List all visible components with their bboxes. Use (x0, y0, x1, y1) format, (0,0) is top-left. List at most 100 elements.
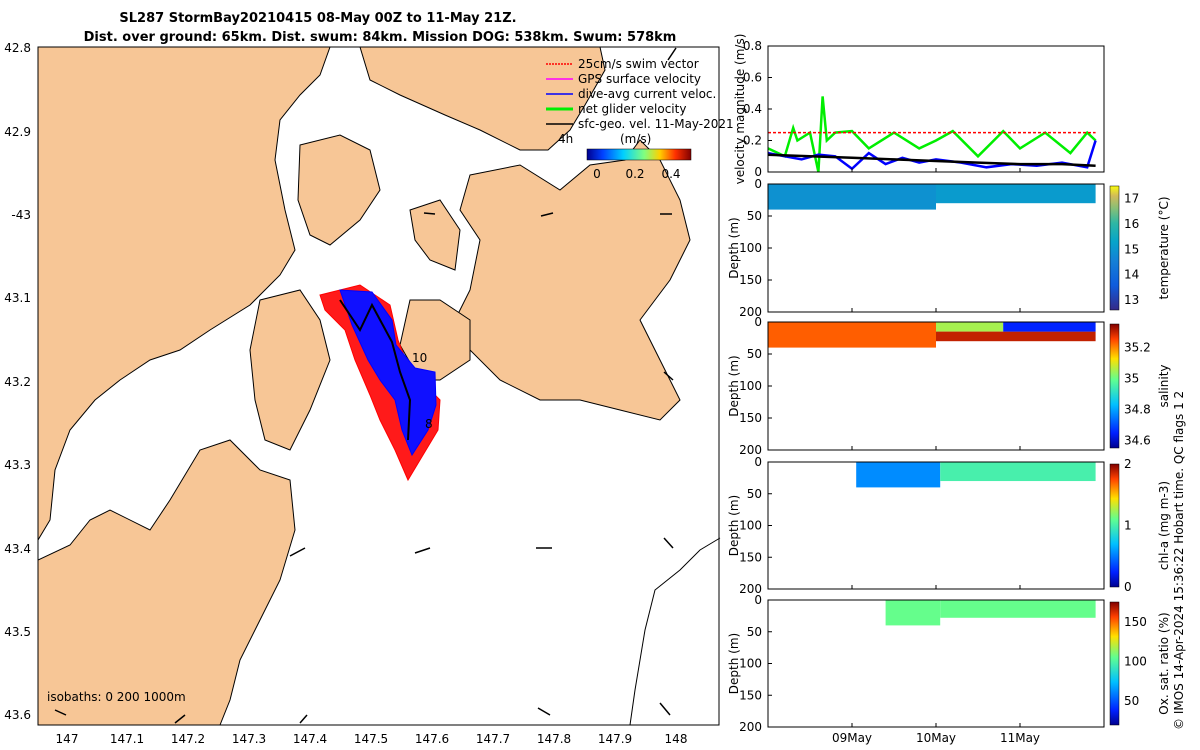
colorbar-label: salinity (1157, 364, 1171, 407)
lon-tick-label: 147.3 (232, 732, 266, 746)
colorbar-tick-label: 1 (1124, 519, 1132, 533)
colorbar-tick-label: 2 (1124, 457, 1132, 471)
lon-tick-label: 147.5 (354, 732, 388, 746)
colorbar-label: chl-a (mg m-3) (1157, 481, 1171, 570)
colorbar (1109, 185, 1120, 311)
heatmap-cell (885, 600, 941, 626)
lon-tick-label: 147.1 (110, 732, 144, 746)
colorbar-tick-label: 16 (1124, 217, 1139, 231)
heatmap-cell (768, 184, 936, 210)
colorbar-tick-label: 34.6 (1124, 433, 1151, 447)
land-central-point (399, 299, 471, 381)
colorbar (1109, 323, 1120, 449)
land-west-mainland (38, 47, 331, 541)
colorbar (1109, 601, 1120, 726)
legend-item-swim: 25cm/s swim vector (546, 57, 699, 71)
y-axis-label: velocity magnitude (m/s) (733, 34, 747, 185)
colorbar-label: Ox. sat. ratio (%) (1157, 612, 1171, 714)
geo-arrow (663, 537, 674, 549)
geo-arrow (663, 371, 674, 381)
map-colorbar: 4h (m/s) 0 0.2 0.4 (558, 132, 692, 181)
y-tick-label: 200 (739, 582, 762, 596)
y-axis-label: Depth (m) (727, 495, 741, 556)
copyright-text: © IMOS 14-Apr-2024 15:36:22 Hobart time.… (1172, 391, 1186, 730)
colorbar-tick-label: 14 (1124, 268, 1139, 282)
track-label-8: 8 (425, 417, 433, 431)
y-tick-label: 100 (739, 657, 762, 671)
y-tick-label: 0 (754, 455, 762, 469)
colorbar-side-label: 4h (558, 132, 573, 146)
geo-arrow (174, 714, 186, 724)
lat-tick-label: 43.6 (4, 708, 31, 722)
lon-tick-label: 147.8 (537, 732, 571, 746)
y-tick-label: 0.8 (743, 39, 762, 53)
y-tick-label: 0.6 (743, 71, 762, 85)
isobath-1000m (629, 537, 721, 726)
lon-tick-label: 147.7 (476, 732, 510, 746)
track-label-10: 10 (412, 351, 427, 365)
map-lon-axis: 147 147.1 147.2 147.3 147.4 147.5 147.6 … (56, 732, 688, 746)
lat-tick-label: 43.2 (4, 375, 31, 389)
colorbar-tick-label: 17 (1124, 192, 1139, 206)
land-bruny-north (249, 289, 331, 451)
heatmap-cell (940, 462, 1096, 482)
heatmap-cell (936, 331, 1096, 342)
colorbar-tick-label: 35 (1124, 371, 1139, 385)
y-axis-label: Depth (m) (727, 355, 741, 416)
map-lat-axis: 42.8 42.9 -43 43.1 43.2 43.3 43.4 43.5 4… (4, 41, 31, 722)
colorbar-label: temperature (°C) (1157, 197, 1171, 300)
lon-tick-label: 148 (665, 732, 688, 746)
lat-tick-label: 42.9 (4, 125, 31, 139)
geo-arrow (537, 707, 551, 716)
heatmap-cell (936, 184, 1096, 204)
heatmap-cell (768, 322, 936, 348)
geo-arrow (289, 547, 306, 557)
geo-arrow (540, 212, 554, 217)
map-panel: 10 8 isobaths: 0 200 1000m (4, 41, 733, 746)
lat-tick-label: 43.4 (4, 542, 31, 556)
legend-item-dive: dive-avg current veloc. (546, 87, 716, 101)
lat-tick-label: 43.1 (4, 291, 31, 305)
colorbar (1109, 463, 1120, 588)
dive-avg-current-cloud (339, 289, 437, 457)
y-tick-label: 100 (739, 241, 762, 255)
legend-label: GPS surface velocity (578, 72, 701, 86)
y-tick-label: 0.2 (743, 134, 762, 148)
colorbar-tick-label: 35.2 (1124, 340, 1151, 354)
map-legend: 25cm/s swim vector GPS surface velocity … (546, 57, 734, 131)
y-tick-label: 50 (747, 347, 762, 361)
land-east-headland (409, 199, 461, 271)
lat-tick-label: 42.8 (4, 41, 31, 55)
colorbar-tick-label: 13 (1124, 293, 1139, 307)
legend-label: 25cm/s swim vector (578, 57, 699, 71)
land-bruny-south (38, 439, 296, 725)
geo-arrow (54, 709, 67, 716)
lon-tick-label: 147 (56, 732, 79, 746)
lon-tick-label: 147.2 (171, 732, 205, 746)
lon-tick-label: 147.9 (598, 732, 632, 746)
y-tick-label: 50 (747, 209, 762, 223)
y-tick-label: 150 (739, 688, 762, 702)
x-tick-label: 11May (1000, 731, 1040, 745)
colorbar-tick: 0.4 (661, 167, 680, 181)
lat-tick-label: 43.3 (4, 458, 31, 472)
y-tick-label: 100 (739, 379, 762, 393)
colorbar-tick: 0 (593, 167, 601, 181)
x-tick-label: 10May (916, 731, 956, 745)
y-tick-label: 100 (739, 519, 762, 533)
geo-arrow (659, 702, 671, 716)
y-axis-label: Depth (m) (727, 633, 741, 694)
legend-label: sfc-geo. vel. 11-May-2021 (578, 117, 734, 131)
legend-label: net glider velocity (578, 102, 686, 116)
colorbar-tick-label: 150 (1124, 615, 1147, 629)
colorbar-tick-label: 100 (1124, 655, 1147, 669)
colorbar-tick-label: 0 (1124, 580, 1132, 594)
colorbar-tick-label: 50 (1124, 694, 1139, 708)
y-tick-label: 0 (754, 165, 762, 179)
y-axis-label: Depth (m) (727, 217, 741, 278)
y-tick-label: 200 (739, 720, 762, 734)
velocity-series-line (767, 96, 1097, 173)
heatmap-cell (936, 322, 1004, 332)
